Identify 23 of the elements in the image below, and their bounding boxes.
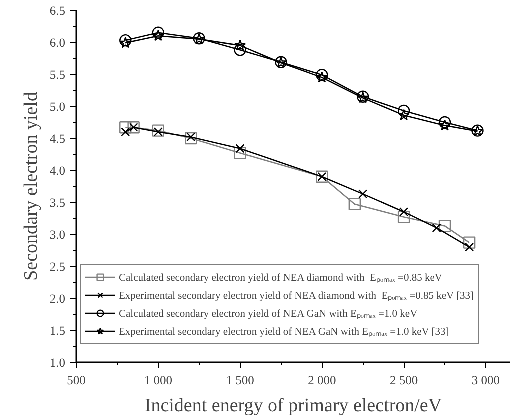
y-tick-label: 4.0 bbox=[50, 164, 66, 178]
y-tick-label: 3.5 bbox=[50, 196, 66, 210]
y-tick-label: 2.5 bbox=[50, 260, 66, 274]
legend-label: Experimental secondary electron yield of NEA GaN with Eₚₒₘₐₓ =1.0 keV [33] bbox=[119, 326, 450, 339]
x-tick-label: 3 000 bbox=[472, 374, 500, 388]
y-tick-label: 6.0 bbox=[50, 36, 66, 50]
y-tick-label: 5.0 bbox=[50, 100, 66, 114]
y-tick-label: 5.5 bbox=[50, 68, 66, 82]
y-tick-label: 6.5 bbox=[50, 4, 66, 18]
y-tick-label: 1.5 bbox=[50, 324, 66, 338]
y-tick-label: 3.0 bbox=[50, 228, 66, 242]
x-tick-label: 2 500 bbox=[390, 374, 418, 388]
x-tick-label: 500 bbox=[67, 374, 86, 388]
legend-label: Calculated secondary electron yield of NEA diamond with Eₚₒₘₐₓ =0.85 keV bbox=[119, 272, 442, 285]
y-axis-title: Secondary electron yield bbox=[20, 92, 42, 281]
legend-label: Experimental secondary electron yield of NEA diamond with Eₚₒₘₐₓ =0.85 keV [33] bbox=[119, 290, 474, 303]
y-tick-label: 2.0 bbox=[50, 292, 66, 306]
legend-label: Calculated secondary electron yield of NEA GaN with Eₚₒₘₐₓ =1.0 keV bbox=[119, 308, 418, 321]
x-tick-label: 1 000 bbox=[144, 374, 172, 388]
y-tick-label: 1.0 bbox=[50, 356, 66, 370]
x-tick-label: 1 500 bbox=[226, 374, 254, 388]
x-tick-label: 2 000 bbox=[308, 374, 336, 388]
y-tick-label: 4.5 bbox=[50, 132, 66, 146]
